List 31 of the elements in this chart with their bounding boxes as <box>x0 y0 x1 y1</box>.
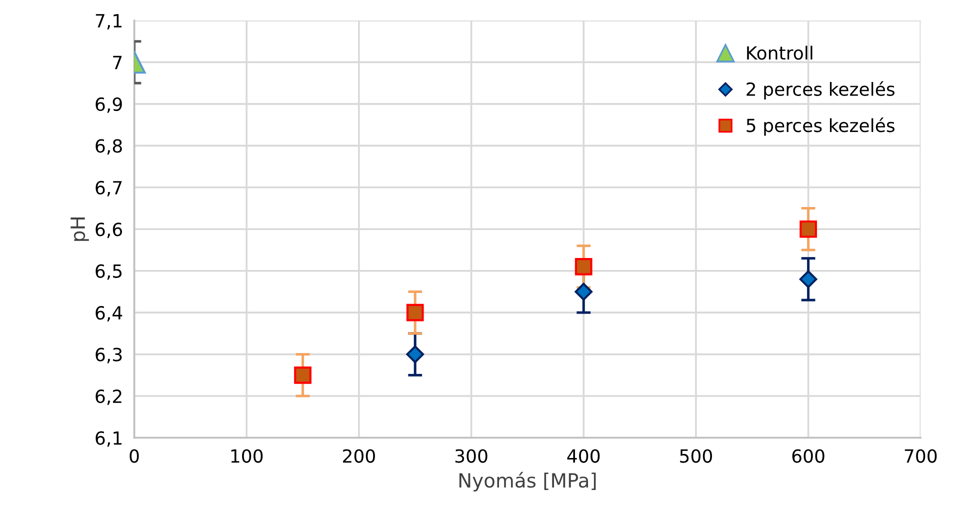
x-tick-label: 500 <box>680 449 712 463</box>
y-tick-label: 6,2 <box>96 389 122 405</box>
point <box>406 345 424 364</box>
x-tick-label: 200 <box>343 449 375 463</box>
x-tick-label: 0 <box>130 449 139 463</box>
x-tick-label: 700 <box>904 449 937 463</box>
y-tick-label: 6,6 <box>96 222 122 238</box>
y-tick-label: 6,3 <box>96 348 122 364</box>
y-tick-label: 6,7 <box>96 180 122 196</box>
y-tick-label: 6,4 <box>96 306 122 322</box>
y-axis-title: pH <box>70 218 89 241</box>
point <box>574 258 592 276</box>
point <box>406 304 424 322</box>
x-tick-label: 600 <box>792 449 824 463</box>
point <box>574 282 593 301</box>
x-tick-label: 100 <box>231 449 263 463</box>
point <box>799 270 818 288</box>
legend-label: 2 perces kezelés <box>746 81 894 100</box>
point <box>294 366 312 384</box>
y-tick-label: 7 <box>113 56 122 70</box>
point <box>800 220 817 238</box>
y-tick-label: 7,1 <box>96 14 122 30</box>
legend-label: Kontroll <box>747 46 812 60</box>
y-tick-label: 6,9 <box>96 97 122 113</box>
y-tick-label: 6,5 <box>96 264 122 280</box>
y-tick-label: 6,8 <box>96 139 122 155</box>
x-axis-title: Nyomás [MPa] <box>459 472 596 492</box>
legend-label: 5 perces kezelés <box>746 118 894 136</box>
y-tick-label: 6,1 <box>96 431 122 447</box>
x-tick-label: 400 <box>567 449 600 463</box>
x-tick-label: 300 <box>455 449 488 463</box>
